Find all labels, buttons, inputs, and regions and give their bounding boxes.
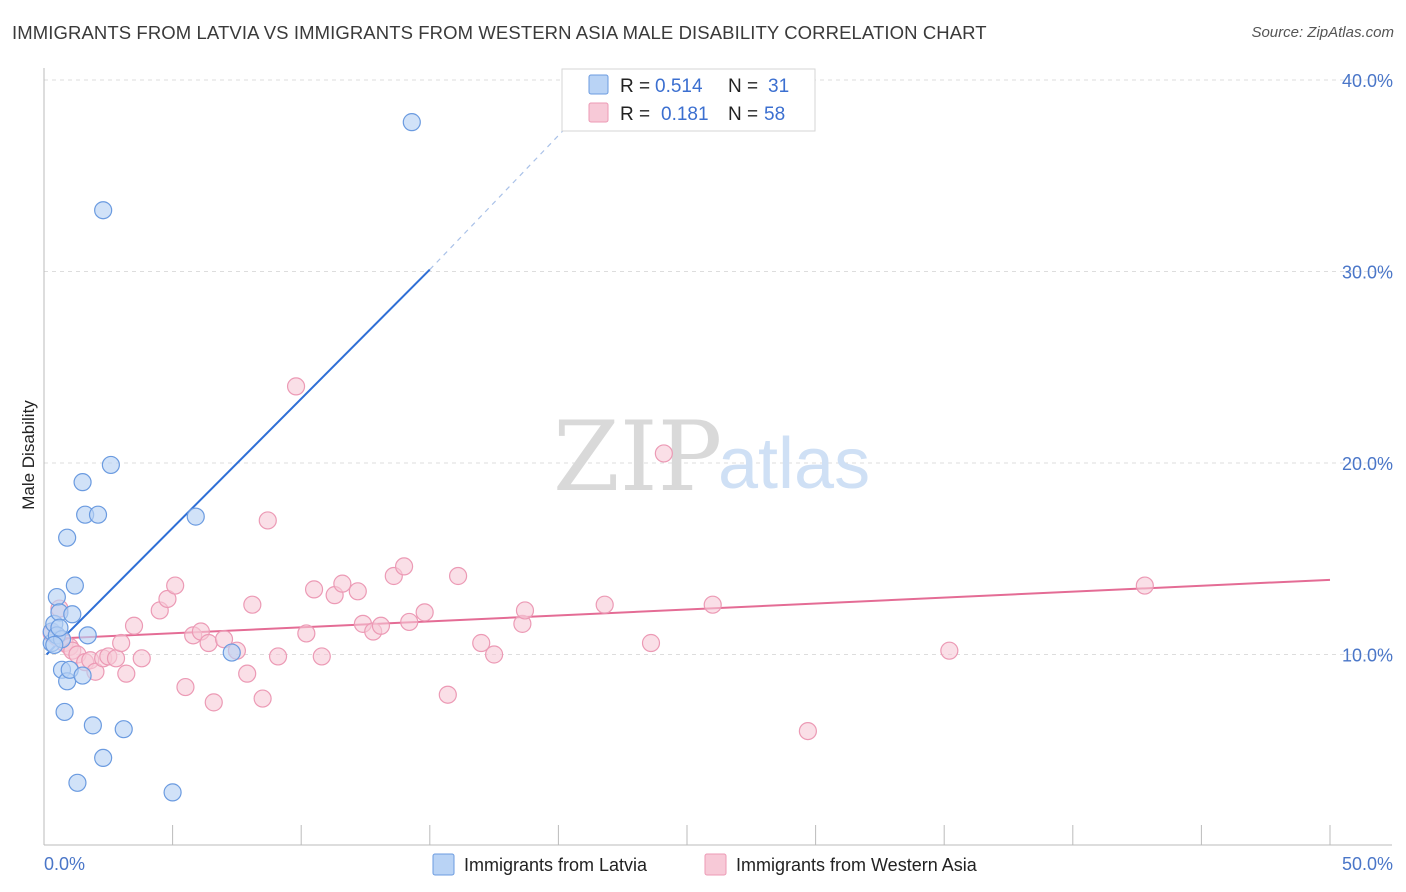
series-legend: Immigrants from Latvia Immigrants from W…	[432, 853, 978, 876]
point-western-asia	[654, 444, 673, 463]
series-legend-swatch-latvia	[432, 853, 455, 876]
point-latvia	[402, 113, 421, 132]
point-latvia	[65, 576, 84, 595]
point-western-asia	[106, 649, 126, 668]
point-western-asia	[253, 689, 272, 708]
point-western-asia	[238, 664, 257, 683]
point-western-asia	[485, 645, 504, 664]
point-western-asia	[940, 641, 959, 660]
point-western-asia	[297, 624, 316, 643]
legend-r-value-western-asia: 0.181	[661, 104, 709, 125]
point-western-asia	[268, 647, 288, 666]
series-legend-swatch-western-asia	[704, 853, 727, 876]
point-western-asia	[641, 633, 661, 653]
point-latvia	[55, 702, 74, 722]
series-legend-label-western-asia: Immigrants from Western Asia	[736, 855, 978, 875]
point-latvia	[83, 716, 102, 735]
point-western-asia	[1135, 576, 1154, 595]
legend-r-label-latvia: R =	[620, 76, 650, 97]
legend-swatch-latvia	[588, 74, 609, 95]
point-latvia	[45, 635, 64, 655]
y-tick-label: 40.0%	[1342, 71, 1393, 91]
watermark-atlas: atlas	[718, 424, 870, 504]
watermark: ZIP atlas	[553, 401, 870, 513]
point-western-asia	[258, 511, 277, 530]
stats-legend: R = 0.514 N = 31 R = 0.181 N = 58	[561, 68, 816, 132]
source-label: Source: ZipAtlas.com	[1251, 24, 1394, 41]
chart-title: IMMIGRANTS FROM LATVIA VS IMMIGRANTS FRO…	[12, 22, 987, 43]
point-western-asia	[117, 664, 136, 683]
point-western-asia	[204, 693, 223, 712]
point-latvia	[94, 748, 113, 768]
gridlines	[44, 79, 1392, 655]
point-western-asia	[124, 616, 144, 635]
trend-line-latvia	[45, 268, 431, 656]
y-tick-label: 30.0%	[1342, 263, 1393, 283]
point-latvia	[186, 507, 205, 526]
point-latvia	[68, 773, 87, 792]
legend-n-value-latvia: 31	[768, 76, 789, 97]
point-western-asia	[166, 576, 185, 595]
point-western-asia	[703, 595, 722, 614]
point-western-asia	[348, 582, 367, 601]
y-tick-label: 20.0%	[1342, 454, 1393, 474]
y-tick-label: 10.0%	[1342, 646, 1393, 666]
point-western-asia	[286, 377, 306, 396]
point-latvia	[58, 528, 77, 547]
point-latvia	[88, 505, 108, 524]
point-western-asia	[595, 595, 614, 614]
legend-n-label-latvia: N =	[728, 76, 758, 97]
point-western-asia	[400, 612, 419, 632]
point-latvia	[94, 201, 113, 220]
point-western-asia	[312, 647, 331, 666]
point-latvia	[114, 720, 133, 739]
point-western-asia	[158, 589, 177, 609]
point-western-asia	[448, 566, 468, 586]
point-latvia	[63, 605, 82, 624]
x-tick-label: 50.0%	[1342, 854, 1393, 874]
x-tick-label: 0.0%	[44, 854, 85, 874]
y-axis-title: Male Disability	[19, 400, 38, 510]
point-western-asia	[515, 601, 535, 620]
trend-line-western-asia	[43, 578, 1331, 641]
point-western-asia	[243, 595, 262, 614]
trend-line-latvia-extension	[429, 108, 585, 271]
axes	[43, 68, 1392, 846]
legend-swatch-western-asia	[588, 102, 609, 123]
tick-labels: 10.0% 20.0% 30.0% 40.0% 0.0% 50.0%	[44, 71, 1393, 874]
point-latvia	[78, 626, 97, 645]
point-western-asia	[394, 557, 414, 576]
point-western-asia	[415, 603, 434, 622]
point-western-asia	[333, 574, 352, 593]
point-latvia	[73, 666, 92, 685]
point-western-asia	[132, 649, 151, 668]
legend-r-label-western-asia: R =	[620, 104, 650, 125]
point-latvia	[163, 783, 182, 802]
point-western-asia	[798, 721, 817, 741]
legend-r-value-latvia: 0.514	[655, 76, 703, 97]
point-western-asia	[199, 633, 218, 653]
point-western-asia	[472, 633, 491, 653]
series-latvia-points	[42, 113, 421, 802]
watermark-zip: ZIP	[553, 401, 722, 513]
legend-n-label-western-asia: N =	[728, 104, 758, 125]
trend-lines	[43, 108, 1331, 656]
point-western-asia	[214, 630, 234, 649]
point-western-asia	[304, 580, 324, 599]
point-western-asia	[176, 677, 195, 697]
legend-n-value-western-asia: 58	[764, 104, 785, 125]
series-legend-label-latvia: Immigrants from Latvia	[464, 855, 648, 875]
point-western-asia	[438, 685, 457, 704]
point-latvia	[47, 587, 66, 607]
point-latvia	[222, 643, 241, 662]
point-latvia	[73, 473, 92, 492]
point-western-asia	[371, 616, 391, 635]
point-latvia	[50, 618, 69, 637]
point-western-asia	[112, 633, 131, 653]
point-latvia	[101, 455, 120, 475]
